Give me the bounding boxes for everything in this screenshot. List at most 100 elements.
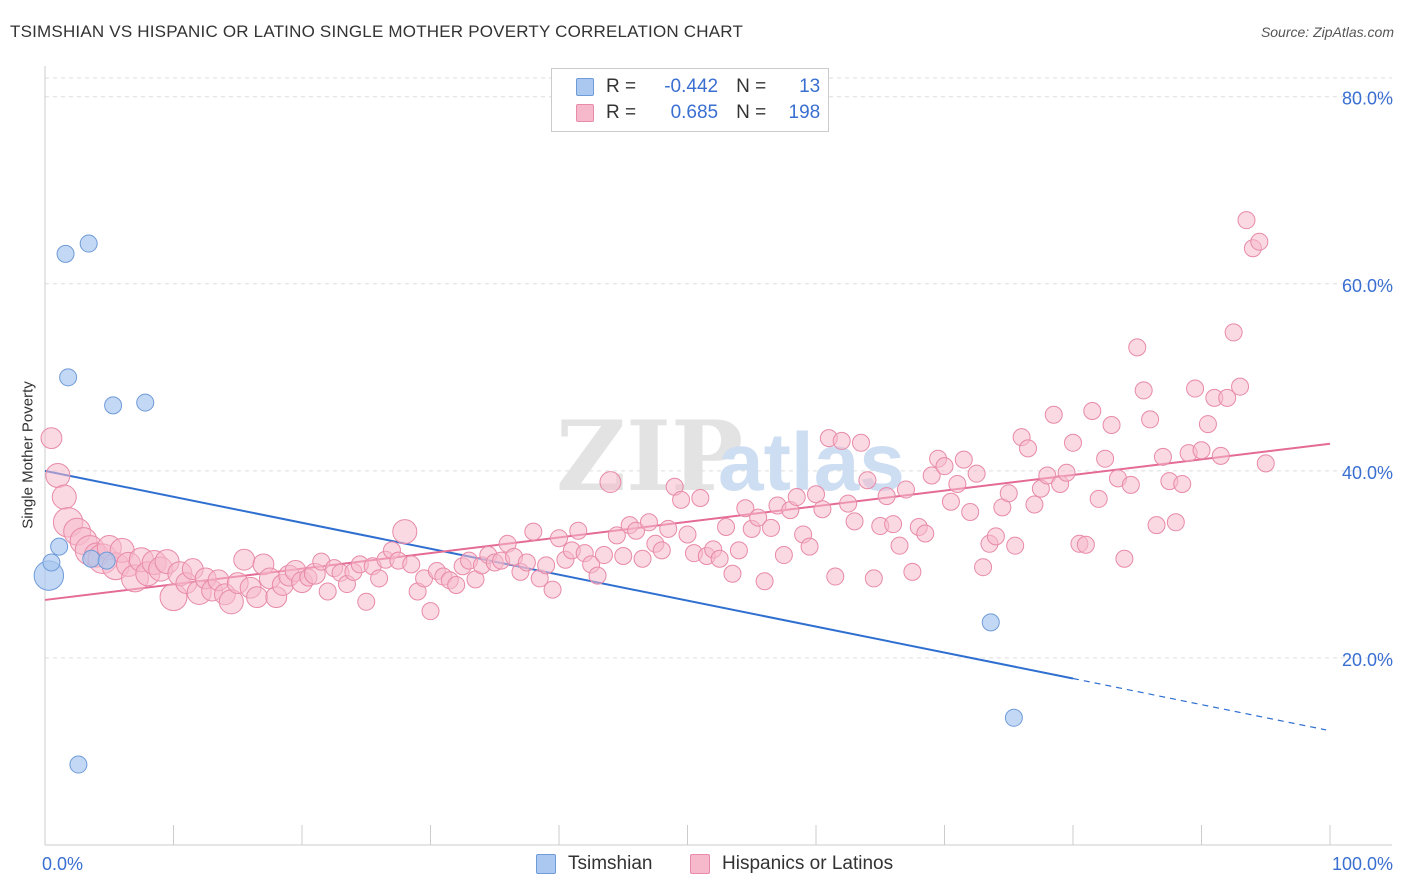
data-point-hispanic [639,513,658,532]
data-point-hispanic [51,484,77,510]
data-point-hispanic [672,490,691,509]
data-point-hispanic [922,466,941,485]
bottom-legend-swatch-pink [690,854,710,874]
data-point-hispanic [1147,516,1166,535]
y-tick-label: 40.0% [1342,463,1393,483]
data-point-tsimshian [82,549,101,568]
data-point-hispanic [421,602,440,621]
legend-row-tsimshian: R = -0.442 N = 13 [576,75,820,99]
data-point-hispanic [447,575,466,594]
data-point-hispanic [774,546,793,565]
data-point-tsimshian [1004,708,1023,727]
data-point-hispanic [1166,513,1185,532]
data-point-hispanic [903,562,922,581]
data-point-tsimshian [59,368,78,387]
data-point-tsimshian [136,393,155,412]
data-point-hispanic [1121,475,1140,494]
data-point-hispanic [1076,535,1095,554]
data-point-hispanic [1231,377,1250,396]
data-point-hispanic [813,500,832,519]
data-point-hispanic [845,512,864,531]
data-point-hispanic [890,536,909,555]
data-point-hispanic [633,549,652,568]
data-point-hispanic [1128,338,1147,357]
data-point-hispanic [1083,401,1102,420]
data-point-hispanic [1134,381,1153,400]
tick-labels: 20.0% 40.0% 60.0% 80.0% 0.0% 100.0% [42,89,1393,874]
data-point-hispanic [402,555,421,574]
data-point-hispanic [948,474,967,493]
data-point-hispanic [1153,447,1172,466]
data-point-hispanic [1141,410,1160,429]
data-point-tsimshian [69,755,88,774]
data-point-hispanic [1250,232,1269,251]
data-point-hispanic [807,485,825,504]
data-point-hispanic [999,484,1018,503]
data-point-hispanic [1102,416,1121,435]
legend-n-label: N = [736,102,767,123]
data-point-hispanic [1064,433,1082,452]
data-point-hispanic [1025,495,1044,514]
legend-box: R = -0.442 N = 13 R = 0.685 N = 198 [551,68,829,132]
legend-r-value-pink: 0.685 [670,102,719,123]
data-point-hispanic [1115,549,1134,568]
legend-r-label: R = [606,102,637,123]
data-point-hispanic [550,529,568,548]
data-point-hispanic [517,553,536,572]
data-point-hispanic [710,549,729,568]
data-point-hispanic [986,527,1005,546]
data-point-hispanic [1038,466,1057,485]
data-point-hispanic [1096,449,1115,468]
bottom-legend-hispanic: Hispanics or Latinos [690,852,893,876]
data-point-hispanic [45,463,71,489]
data-point-hispanic [524,522,543,541]
data-point-hispanic [607,526,626,545]
data-point-hispanic [392,519,418,545]
trend-line-tsimshian [44,469,1074,680]
data-point-hispanic [569,521,588,540]
watermark-zip: ZIP [556,400,743,513]
data-point-hispanic [723,564,742,583]
blue-points [33,234,1023,774]
data-point-hispanic [614,546,633,565]
data-point-hispanic [941,492,960,511]
data-point-hispanic [691,488,710,507]
data-point-hispanic [652,541,671,560]
data-point-hispanic [896,480,915,499]
data-point-hispanic [1224,323,1243,342]
data-point-hispanic [543,580,562,599]
data-point-hispanic [967,464,986,483]
bottom-legend-swatch-blue [536,854,556,874]
data-point-hispanic [961,503,980,522]
legend-swatch-blue [576,78,594,96]
data-point-hispanic [935,457,954,476]
data-point-hispanic [1256,454,1275,473]
source-label: Source: ZipAtlas.com [1260,24,1394,40]
data-point-tsimshian [104,396,123,415]
data-point-hispanic [678,525,697,544]
data-point-hispanic [884,515,903,534]
data-point-hispanic [1218,388,1237,407]
data-point-hispanic [1192,441,1211,460]
data-point-hispanic [916,524,935,543]
data-point-hispanic [787,488,806,507]
data-point-tsimshian [981,613,1000,632]
data-point-hispanic [864,569,883,588]
data-point-hispanic [729,541,748,560]
data-point-hispanic [851,433,870,452]
data-point-hispanic [1089,489,1108,508]
data-point-hispanic [839,494,858,513]
data-point-hispanic [537,556,556,575]
y-axis-label: Single Mother Poverty [19,381,37,529]
legend-n-value-pink: 198 [788,102,821,123]
data-point-hispanic [1237,211,1256,230]
data-point-hispanic [1044,405,1063,424]
x-tick-label-max: 100.0% [1332,854,1393,874]
data-point-hispanic [749,508,768,527]
bottom-legend-tsimshian: Tsimshian [536,852,652,876]
data-point-hispanic [858,471,877,490]
data-point-hispanic [318,582,337,601]
data-point-hispanic [1057,463,1076,482]
data-point-tsimshian [50,537,69,556]
